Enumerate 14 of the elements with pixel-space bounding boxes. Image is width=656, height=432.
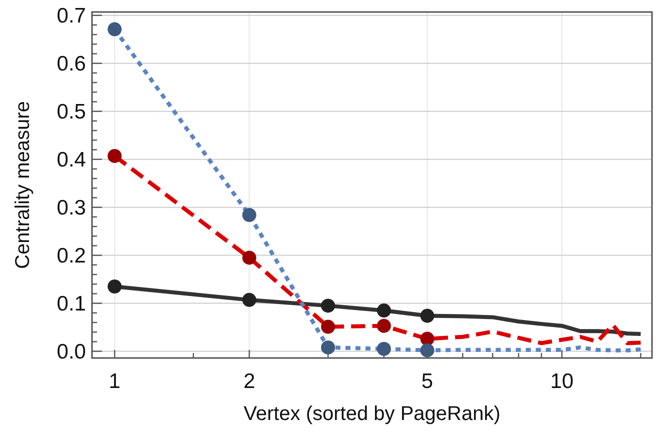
- x-tick-label: 5: [421, 370, 434, 393]
- y-tick-label: 0.5: [56, 100, 86, 124]
- y-tick-label: 0.4: [56, 148, 86, 172]
- x-tick-label: 2: [243, 370, 256, 393]
- x-tick-label: 10: [550, 370, 574, 393]
- y-tick-label: 0.0: [56, 340, 86, 364]
- y-tick-label: 0.2: [56, 244, 86, 268]
- x-tick-label: 1: [108, 370, 120, 393]
- y-tick-label: 0.7: [56, 4, 86, 28]
- y-axis-title: Centrality measure: [12, 101, 34, 269]
- x-axis-title: Vertex (sorted by PageRank): [244, 403, 500, 425]
- y-tick-label: 0.1: [56, 292, 86, 316]
- y-tick-label: 0.3: [56, 196, 86, 220]
- y-tick-label: 0.6: [56, 52, 86, 76]
